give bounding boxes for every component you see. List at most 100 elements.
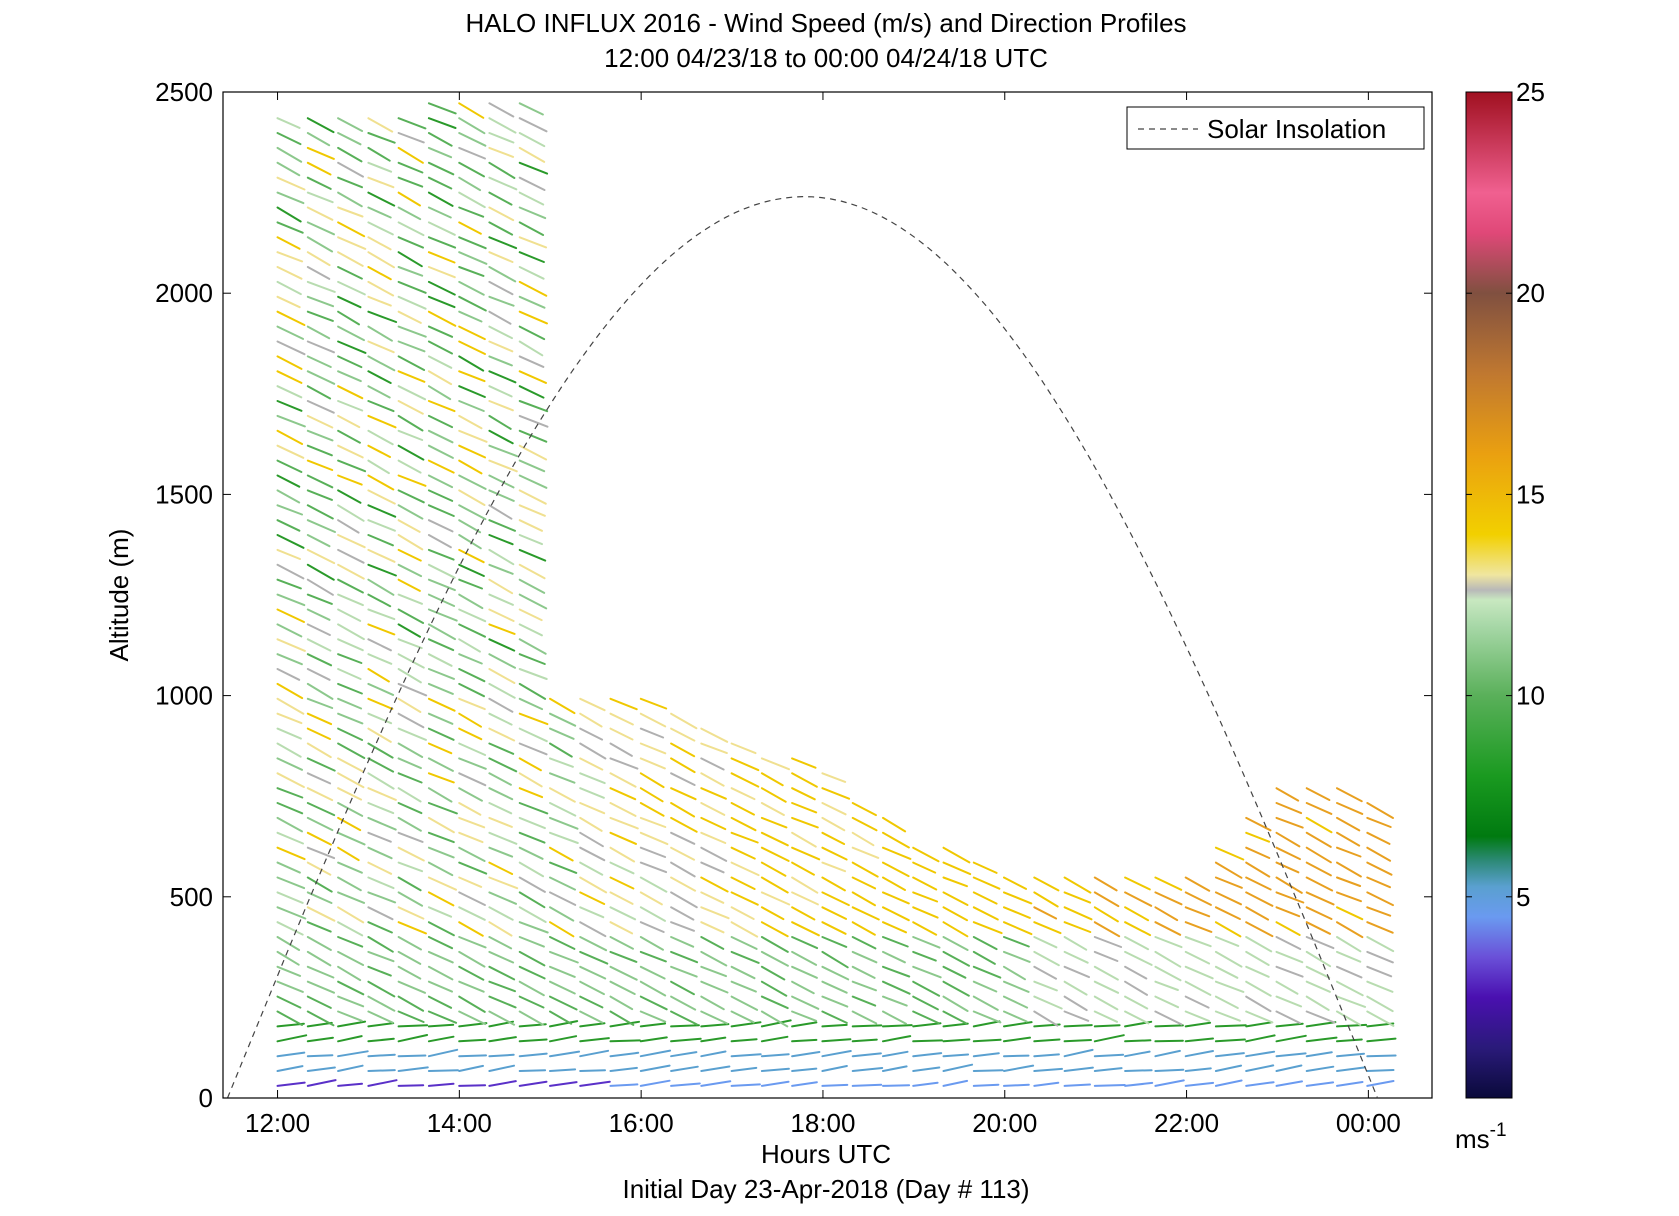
wind-barb bbox=[458, 712, 482, 728]
wind-barb bbox=[639, 936, 664, 951]
wind-barb bbox=[306, 623, 331, 636]
wind-barb bbox=[1003, 995, 1029, 1009]
wind-barb bbox=[427, 414, 454, 429]
wind-barb bbox=[367, 519, 396, 532]
wind-barb bbox=[276, 697, 305, 715]
wind-barb bbox=[397, 638, 423, 650]
wind-barb bbox=[882, 921, 907, 934]
wind-barb bbox=[337, 727, 364, 741]
wind-barb bbox=[337, 132, 362, 146]
wind-barb bbox=[1336, 787, 1363, 803]
wind-barb bbox=[1003, 1010, 1028, 1023]
wind-barb bbox=[851, 876, 877, 890]
wind-barb bbox=[1214, 921, 1242, 938]
wind-barb bbox=[276, 965, 302, 977]
wind-barb bbox=[549, 1050, 581, 1058]
wind-barb bbox=[1154, 1010, 1183, 1026]
wind-barb bbox=[639, 787, 664, 803]
wind-barb bbox=[1275, 1022, 1304, 1028]
wind-barb bbox=[276, 831, 304, 845]
wind-barb bbox=[427, 1048, 459, 1058]
wind-barb bbox=[427, 266, 456, 279]
wind-barb bbox=[518, 519, 543, 532]
wind-barb bbox=[458, 444, 486, 459]
wind-barb bbox=[276, 638, 306, 652]
wind-barb bbox=[1305, 1065, 1335, 1072]
wind-barb bbox=[276, 236, 301, 250]
wind-barb bbox=[276, 1034, 308, 1043]
wind-barb bbox=[1336, 846, 1362, 858]
wind-barb bbox=[1305, 1051, 1333, 1058]
wind-barb bbox=[397, 459, 422, 474]
wind-barb bbox=[639, 965, 666, 980]
wind-barb bbox=[760, 965, 786, 981]
wind-barb bbox=[397, 816, 422, 832]
wind-barb bbox=[1275, 980, 1299, 995]
wind-barb bbox=[306, 1036, 334, 1043]
wind-barb bbox=[337, 563, 365, 580]
wind-barb bbox=[1275, 1052, 1307, 1058]
wind-barb bbox=[1366, 1010, 1395, 1027]
wind-barb bbox=[427, 117, 457, 129]
wind-barb bbox=[942, 876, 968, 888]
wind-barb bbox=[609, 772, 637, 788]
wind-barb bbox=[1184, 1067, 1212, 1072]
wind-barb bbox=[337, 370, 362, 383]
wind-barb bbox=[670, 802, 696, 818]
wind-barb bbox=[942, 965, 967, 979]
wind-barb bbox=[1063, 1083, 1091, 1087]
wind-barb bbox=[458, 757, 487, 770]
wind-barb bbox=[367, 712, 393, 725]
wind-barb bbox=[760, 950, 789, 967]
wind-barb bbox=[760, 757, 790, 771]
wind-barb bbox=[397, 742, 424, 758]
wind-barb bbox=[427, 950, 454, 964]
wind-barb bbox=[1033, 906, 1058, 920]
wind-barb bbox=[549, 1081, 578, 1087]
wind-barb bbox=[700, 950, 728, 967]
wind-barb bbox=[518, 266, 545, 280]
wind-barb bbox=[397, 757, 422, 770]
wind-barb bbox=[397, 295, 427, 310]
wind-barb bbox=[1336, 936, 1362, 953]
wind-barb bbox=[427, 444, 454, 459]
colorbar-ticks: 5 10 15 20 25 bbox=[1466, 77, 1545, 912]
wind-barb bbox=[821, 802, 847, 816]
wind-barb bbox=[518, 980, 545, 997]
wind-barb bbox=[972, 1010, 1002, 1024]
wind-barb bbox=[488, 936, 513, 950]
wind-barb bbox=[488, 221, 514, 236]
wind-barb bbox=[397, 1034, 429, 1043]
wind-barb bbox=[700, 906, 730, 920]
wind-barb bbox=[549, 980, 576, 995]
wind-barb bbox=[276, 1081, 306, 1087]
wind-barb bbox=[730, 906, 755, 920]
wind-barb bbox=[518, 772, 543, 788]
wind-barb bbox=[276, 355, 303, 370]
wind-barb bbox=[427, 653, 453, 667]
wind-barb bbox=[670, 757, 696, 774]
wind-barb bbox=[760, 980, 788, 997]
wind-barb bbox=[458, 206, 485, 218]
wind-barb bbox=[337, 221, 366, 238]
wind-barb bbox=[397, 370, 426, 383]
wind-barb bbox=[791, 906, 816, 921]
wind-barb bbox=[760, 891, 791, 906]
wind-barb bbox=[458, 310, 483, 323]
wind-barb bbox=[851, 1067, 884, 1072]
wind-barb bbox=[1154, 1024, 1184, 1028]
wind-barb bbox=[427, 757, 454, 772]
wind-barb bbox=[1336, 921, 1364, 939]
wind-barb bbox=[700, 772, 725, 787]
wind-barb bbox=[276, 772, 305, 788]
wind-barb bbox=[760, 906, 785, 921]
wind-barb bbox=[942, 950, 970, 967]
wind-barb bbox=[337, 206, 364, 218]
wind-barb bbox=[639, 772, 665, 789]
wind-barb bbox=[276, 370, 303, 384]
wind-barb bbox=[1245, 965, 1270, 978]
wind-barb bbox=[1245, 876, 1272, 891]
wind-barb bbox=[760, 1035, 789, 1043]
wind-barb bbox=[1305, 995, 1330, 1011]
wind-barb bbox=[397, 697, 422, 713]
